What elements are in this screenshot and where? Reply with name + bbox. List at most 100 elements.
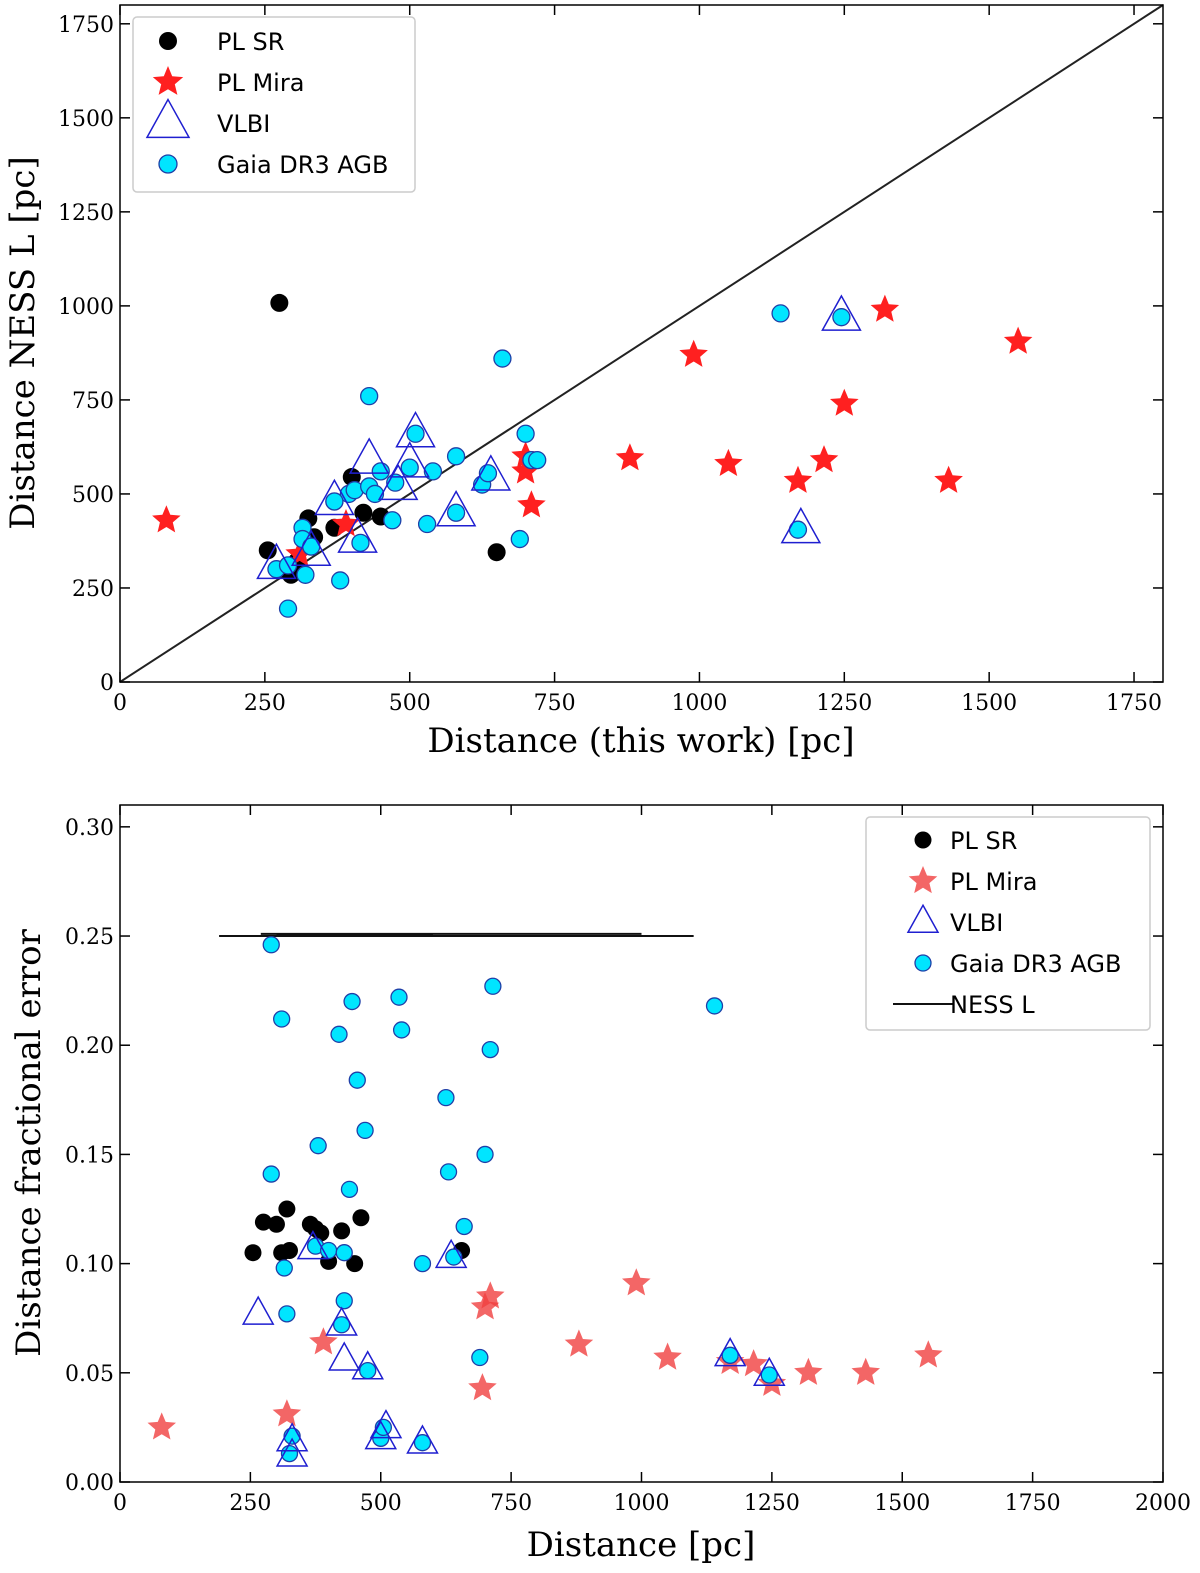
bottom-gaia-dr3-agb-point bbox=[481, 1040, 499, 1059]
bottom-legend-pl-sr-label: PL SR bbox=[950, 827, 1017, 855]
top-gaia-dr3-agb-point bbox=[493, 349, 512, 368]
top-y-tick-label: 1750 bbox=[58, 13, 114, 38]
bottom-x-tick-label: 1500 bbox=[874, 1491, 930, 1516]
top-vlbi-point bbox=[377, 463, 419, 501]
bottom-gaia-dr3-agb-point bbox=[340, 1180, 359, 1199]
top-y-tick-label: 750 bbox=[72, 389, 114, 414]
bottom-gaia-dr3-agb-point bbox=[484, 977, 502, 995]
bottom-x-tick-label: 2000 bbox=[1135, 1491, 1191, 1516]
bottom-y-tick-label: 0.30 bbox=[65, 816, 114, 841]
bottom-legend-vlbi-marker bbox=[906, 903, 940, 934]
bottom-gaia-dr3-agb-point bbox=[476, 1145, 494, 1164]
bottom-gaia-dr3-agb-point bbox=[455, 1217, 473, 1236]
bottom-pl-sr-point bbox=[352, 1209, 370, 1227]
bottom-gaia-dr3-agb-point bbox=[390, 988, 408, 1006]
bottom-gaia-dr3-agb-point bbox=[413, 1434, 432, 1452]
top-x-tick-label: 1250 bbox=[816, 691, 872, 716]
top-legend-pl-sr-marker bbox=[159, 32, 177, 50]
bottom-scatter-panel: 0 250 500 750 1000 1250 1500 1750 2000 0.00 0.05 0.… bbox=[9, 804, 1191, 1565]
bottom-vlbi-point bbox=[713, 1337, 747, 1367]
bottom-y-tick-label: 0.25 bbox=[65, 925, 114, 950]
top-legend-box bbox=[132, 16, 416, 193]
bottom-gaia-dr3-agb-point bbox=[283, 1427, 301, 1445]
bottom-y-tick-label: 0.10 bbox=[65, 1253, 114, 1278]
bottom-y-tick-label: 0.15 bbox=[65, 1143, 114, 1168]
top-pl-mira-point bbox=[1003, 326, 1033, 354]
top-plot-frame bbox=[119, 4, 1164, 683]
bottom-vlbi-point bbox=[275, 1437, 309, 1467]
top-gaia-dr3-agb-point bbox=[400, 458, 419, 477]
top-x-tick-label: 0 bbox=[113, 691, 127, 716]
bottom-pl-sr-point bbox=[267, 1215, 285, 1233]
top-vlbi-point bbox=[435, 490, 477, 527]
top-gaia-dr3-agb-point bbox=[528, 450, 547, 470]
top-gaia-dr3-agb-point bbox=[446, 447, 466, 466]
bottom-gaia-dr3-agb-point bbox=[471, 1348, 489, 1367]
bottom-gaia-dr3-agb-point bbox=[705, 997, 724, 1015]
bottom-x-tick-label: 1250 bbox=[744, 1491, 800, 1516]
top-pl-mira-point bbox=[152, 505, 181, 533]
top-vlbi-point bbox=[348, 437, 390, 474]
bottom-gaia-dr3-agb-point bbox=[445, 1248, 463, 1266]
top-pl-mira-point bbox=[934, 465, 963, 493]
top-legend-vlbi-label: VLBI bbox=[217, 110, 270, 138]
top-vlbi-point bbox=[256, 542, 297, 580]
bottom-gaia-dr3-agb-point bbox=[332, 1316, 351, 1334]
bottom-vlbi-point bbox=[327, 1341, 361, 1371]
bottom-vlbi-point bbox=[241, 1295, 275, 1325]
bottom-gaia-dr3-agb-point bbox=[262, 1165, 280, 1183]
bottom-legend: PL SR PL Mira VLBI Gaia DR3 AGB NESS L bbox=[865, 816, 1151, 1031]
bottom-vlbi-point bbox=[434, 1238, 468, 1269]
bottom-gaia-dr3-agb-point bbox=[760, 1366, 778, 1384]
top-pl-sr-point bbox=[258, 541, 277, 560]
bottom-y-tick-label: 0.05 bbox=[65, 1362, 114, 1387]
top-vlbi-point bbox=[314, 478, 355, 516]
top-data-marks bbox=[152, 293, 1033, 618]
bottom-gaia-dr3-agb-point bbox=[721, 1346, 739, 1364]
bottom-gaia-dr3-agb-point bbox=[309, 1137, 327, 1155]
bottom-pl-sr-point bbox=[280, 1242, 298, 1260]
top-gaia-dr3-agb-point bbox=[360, 387, 379, 406]
top-legend-vlbi-marker bbox=[145, 98, 191, 139]
bottom-x-tick-label: 250 bbox=[229, 1491, 271, 1516]
bottom-gaia-dr3-agb-point bbox=[335, 1292, 353, 1310]
top-y-tick-label: 500 bbox=[72, 483, 114, 508]
top-legend-pl-mira-marker bbox=[152, 66, 184, 95]
bottom-legend-box bbox=[865, 816, 1151, 1031]
top-pl-sr-point bbox=[354, 503, 373, 522]
top-vlbi-point bbox=[780, 506, 822, 544]
bottom-pl-mira-point bbox=[794, 1357, 823, 1385]
top-x-tick-label: 1000 bbox=[671, 691, 727, 716]
top-pl-mira-point bbox=[809, 445, 839, 473]
top-gaia-dr3-agb-point bbox=[331, 571, 350, 590]
top-vlbi-point bbox=[821, 294, 862, 331]
bottom-pl-mira-point bbox=[147, 1412, 176, 1440]
top-gaia-dr3-agb-point bbox=[325, 492, 344, 511]
bottom-legend-pl-sr-marker bbox=[914, 831, 932, 849]
top-x-tick-label: 1500 bbox=[961, 691, 1017, 716]
top-pl-sr-point bbox=[270, 293, 289, 312]
top-y-tick-label: 1250 bbox=[58, 201, 114, 226]
bottom-gaia-dr3-agb-point bbox=[348, 1071, 366, 1089]
bottom-pl-mira-point bbox=[468, 1373, 497, 1401]
top-pl-mira-point bbox=[511, 456, 540, 484]
bottom-gaia-dr3-agb-point bbox=[356, 1121, 374, 1140]
top-y-tick-label: 1500 bbox=[58, 107, 114, 132]
top-y-tick-label: 0 bbox=[100, 671, 114, 696]
bottom-vlbi-point bbox=[275, 1422, 309, 1452]
top-vlbi-point bbox=[389, 441, 430, 478]
top-pl-mira-point bbox=[870, 294, 900, 322]
bottom-x-tick-label: 1750 bbox=[1005, 1491, 1061, 1516]
ness-l-lines bbox=[219, 932, 694, 938]
top-gaia-dr3-agb-point bbox=[351, 533, 370, 552]
top-y-tick-label: 1000 bbox=[58, 295, 114, 320]
bottom-gaia-dr3-agb-point bbox=[330, 1025, 348, 1043]
bottom-x-tick-label: 0 bbox=[113, 1491, 127, 1516]
top-gaia-dr3-agb-point bbox=[832, 308, 851, 327]
bottom-vlbi-point bbox=[296, 1230, 330, 1260]
top-gaia-dr3-agb-point bbox=[446, 503, 466, 522]
bottom-legend-pl-mira-marker bbox=[908, 866, 938, 894]
top-x-tick-label: 750 bbox=[534, 691, 576, 716]
top-x-tick-label: 250 bbox=[244, 691, 286, 716]
